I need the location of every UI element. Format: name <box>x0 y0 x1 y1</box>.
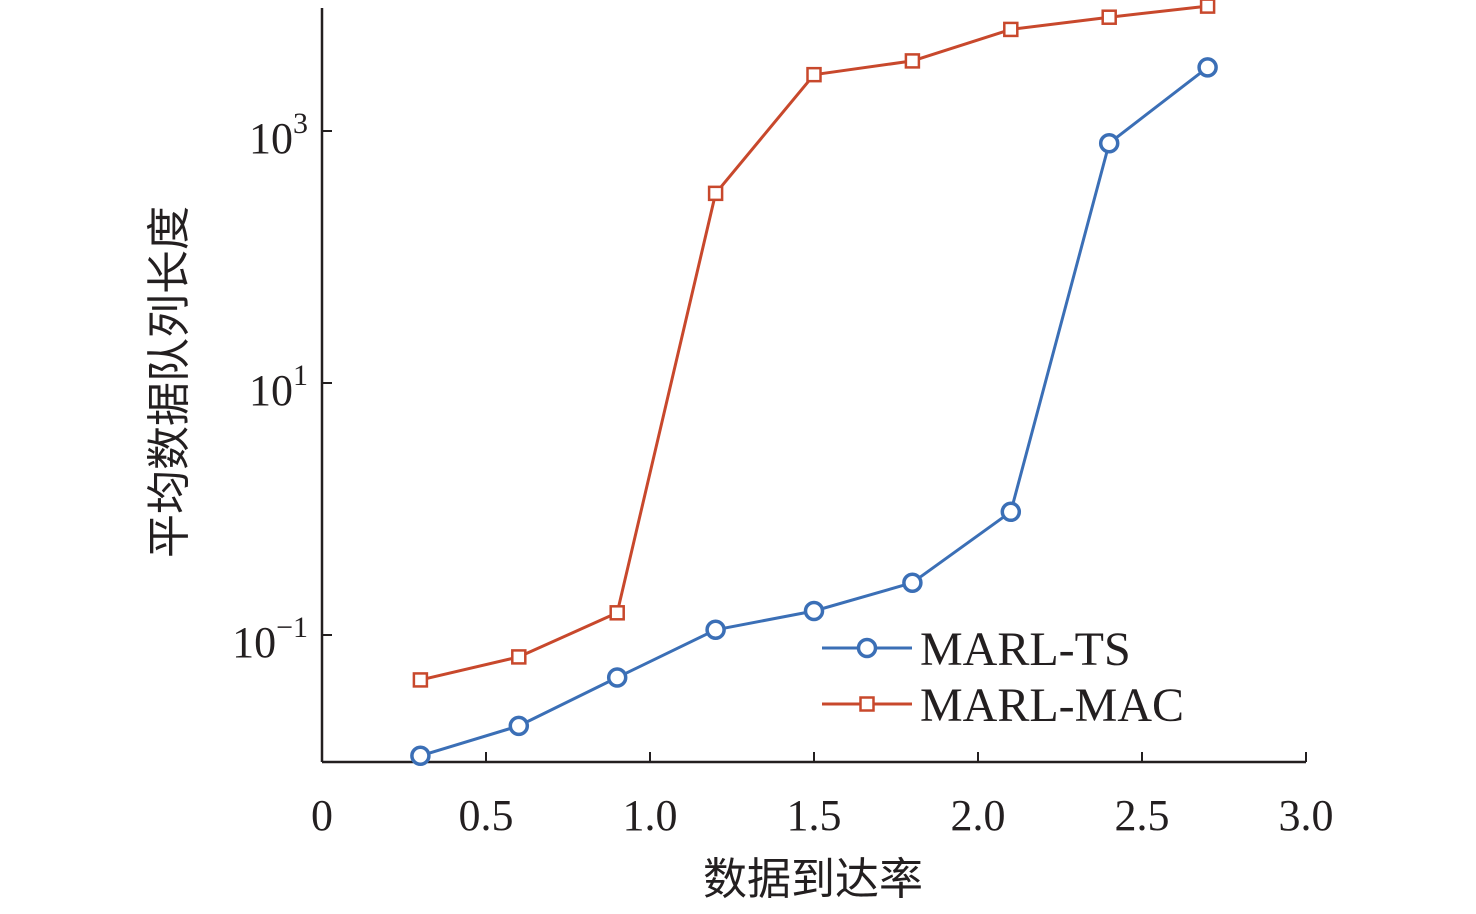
data-point-marl-ts <box>1098 132 1120 154</box>
x-tick-label: 1.0 <box>623 791 678 840</box>
x-tick-label: 1.5 <box>787 791 842 840</box>
data-point-marl-mac <box>1199 0 1216 14</box>
data-point-marl-ts <box>803 600 825 622</box>
data-point-marl-ts <box>606 667 628 688</box>
legend-item-marl-ts: MARL-TS <box>822 623 1131 676</box>
data-point-marl-ts <box>1000 501 1022 523</box>
data-point-marl-mac <box>1101 9 1117 25</box>
data-point-marl-ts <box>508 715 530 737</box>
y-tick-label: 101 <box>249 359 308 415</box>
x-tick-label: 2.5 <box>1115 791 1170 840</box>
axes <box>320 8 1306 764</box>
y-tick-label: 103 <box>249 107 308 163</box>
data-point-marl-mac <box>806 66 822 83</box>
y-ticks: 10−1 101 103 <box>232 107 332 667</box>
x-axis-title: 数据到达率 <box>703 854 923 905</box>
data-point-marl-ts <box>902 572 923 593</box>
data-point-marl-mac <box>412 672 429 688</box>
y-axis-title: 平均数据队列长度 <box>144 206 195 558</box>
legend-item-marl-mac: MARL-MAC <box>822 679 1184 732</box>
legend-marker-marl-ts <box>856 637 878 659</box>
series-line-marl-mac <box>420 4 1208 682</box>
data-point-marl-mac <box>1003 21 1019 38</box>
data-point-marl-ts <box>410 745 431 767</box>
data-point-marl-mac <box>707 185 724 202</box>
data-point-marl-ts <box>705 619 726 641</box>
x-tick-label: 2.0 <box>951 791 1006 840</box>
legend-label-marl-ts: MARL-TS <box>920 623 1131 676</box>
x-tick-label: 0.5 <box>459 791 514 840</box>
data-point-marl-mac <box>511 649 527 665</box>
data-point-marl-mac <box>904 53 921 69</box>
data-point-marl-ts <box>1197 57 1218 78</box>
series-marl-mac <box>412 0 1216 688</box>
x-tick-label: 0 <box>311 791 333 840</box>
x-tick-label: 3.0 <box>1279 791 1334 840</box>
series-layer <box>410 0 1218 767</box>
legend-marker-marl-mac <box>859 696 875 712</box>
data-point-marl-mac <box>609 605 625 621</box>
y-tick-label: 10−1 <box>232 611 308 667</box>
series-marl-ts <box>410 57 1218 767</box>
legend-label-marl-mac: MARL-MAC <box>920 679 1184 732</box>
x-ticks: 0 0.5 1.0 1.5 2.0 2.5 3.0 <box>311 752 1334 840</box>
